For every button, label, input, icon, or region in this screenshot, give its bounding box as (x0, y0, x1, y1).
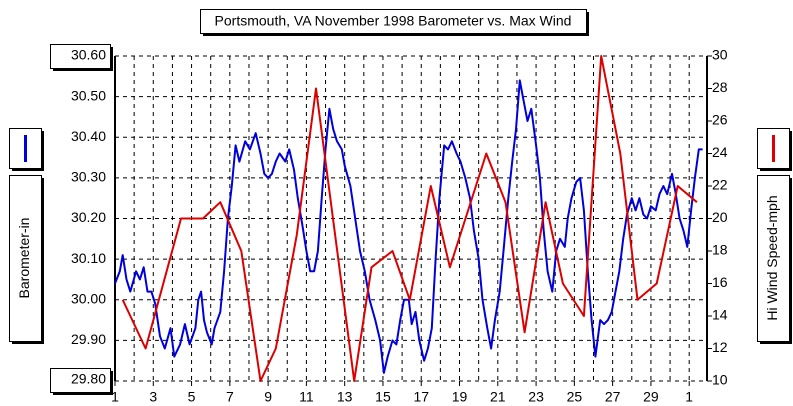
y2-tick-label: 24 (712, 144, 728, 160)
x-tick-label: 23 (528, 389, 544, 405)
legend-label: Hi Wind Speed-mph (764, 195, 780, 320)
series-line (121, 55, 698, 382)
y2-tick-label: 22 (712, 177, 728, 193)
axis-end-box (50, 44, 111, 69)
x-tick-label: 7 (226, 389, 234, 405)
y-tick-label: 30.40 (71, 128, 106, 144)
y-tick-label: 30.30 (71, 169, 106, 185)
y2-tick-label: 28 (712, 79, 728, 95)
x-tick-label: 27 (605, 389, 621, 405)
y-tick-label: 30.60 (71, 47, 106, 63)
x-tick-label: 11 (299, 389, 314, 405)
series-line (114, 79, 703, 374)
y2-tick-label: 26 (712, 112, 728, 128)
x-tick-label: 3 (149, 389, 157, 405)
y-tick-label: 30.10 (71, 250, 106, 266)
x-tick-label: 13 (337, 389, 353, 405)
x-tick-label: 25 (567, 389, 583, 405)
legend-label-box (9, 175, 42, 342)
axis-end-box (50, 368, 111, 393)
x-tick-label: 19 (452, 389, 468, 405)
y2-tick-label: 18 (712, 242, 728, 258)
x-tick-label: 9 (264, 389, 272, 405)
x-tick-label: 21 (490, 389, 506, 405)
y-tick-label: 30.00 (71, 290, 106, 306)
x-tick-label: 1 (685, 389, 693, 405)
y2-tick-label: 20 (712, 209, 728, 225)
title-box (200, 9, 587, 34)
x-tick-label: 15 (375, 389, 391, 405)
x-tick-label: 29 (643, 389, 659, 405)
y2-tick-label: 16 (712, 274, 728, 290)
y-tick-label: 30.50 (71, 87, 106, 103)
x-tick-label: 1 (111, 389, 119, 405)
x-tick-label: 5 (188, 389, 196, 405)
y2-tick-label: 10 (712, 372, 728, 388)
y-tick-label: 29.90 (71, 331, 106, 347)
legend-label: Barometer-in (16, 218, 32, 299)
y-tick-label: 29.80 (71, 371, 106, 387)
chart-title: Portsmouth, VA November 1998 Barometer v… (215, 13, 572, 29)
x-tick-label: 17 (413, 389, 429, 405)
y-tick-label: 30.20 (71, 209, 106, 225)
y2-tick-label: 14 (712, 307, 728, 323)
y2-tick-label: 12 (712, 339, 728, 355)
legend-label-box (757, 175, 790, 342)
y2-tick-label: 30 (712, 47, 728, 63)
